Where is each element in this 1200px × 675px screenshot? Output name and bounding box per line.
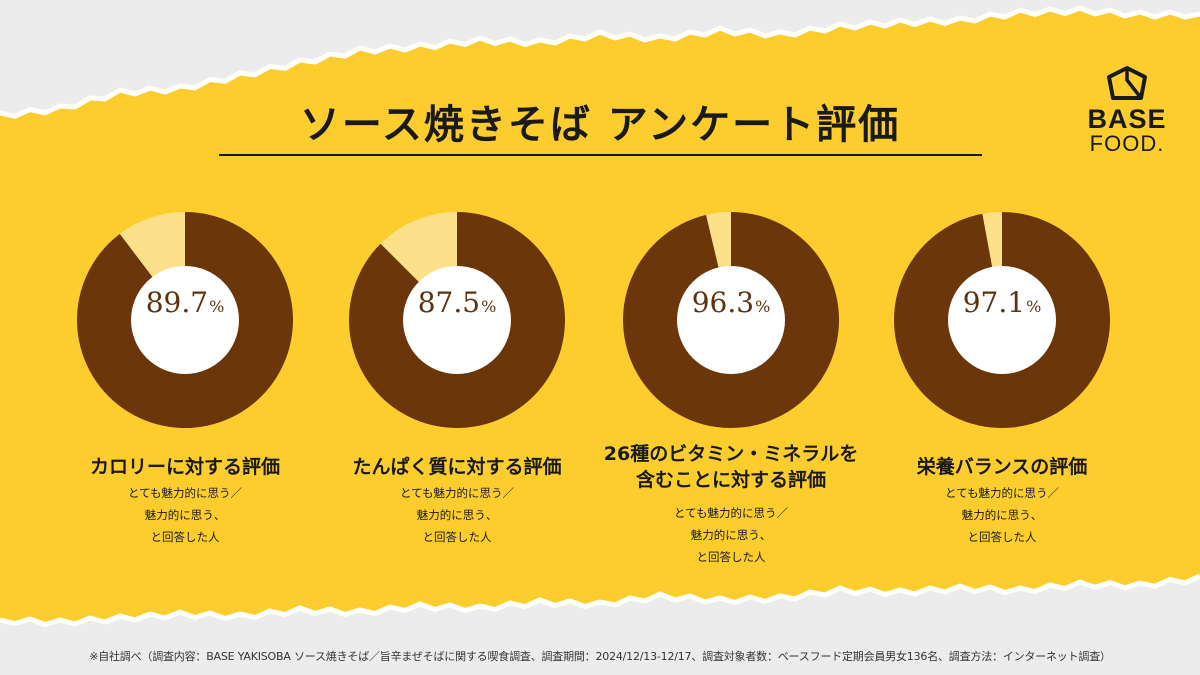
title-underline (219, 154, 982, 156)
pentagon-logo-icon (1107, 66, 1147, 100)
chart-title: 26種のビタミン・ミネラルを 含むことに対する評価 (603, 443, 859, 491)
percentage-unit: % (481, 297, 497, 316)
percentage-unit: % (209, 297, 225, 316)
chart-subtitle: とても魅力的に思う／ 魅力的に思う、 と回答した人 (399, 486, 515, 544)
percentage-number: 96.3 (691, 286, 755, 319)
donut-center (403, 266, 511, 374)
center-percentage: 97.1% (882, 286, 1122, 319)
donut-chart-1 (76, 212, 293, 428)
yellow-band (0, 8, 1200, 625)
chart-title: たんぱく質に対する評価 (352, 456, 562, 478)
brand-logo: BASE FOOD. (1082, 64, 1172, 164)
percentage-number: 87.5 (417, 286, 481, 319)
torn-edge-bottom (0, 573, 1200, 628)
chart-subtitle: とても魅力的に思う／ 魅力的に思う、 と回答した人 (127, 486, 243, 544)
chart-subtitle: とても魅力的に思う／ 魅力的に思う、 と回答した人 (944, 486, 1060, 544)
donut-center (131, 266, 239, 374)
donut-chart-4 (894, 212, 1111, 428)
donut-chart-2 (348, 212, 565, 428)
chart-title: カロリーに対する評価 (89, 456, 280, 478)
survey-footnote: ※自社調べ（調査内容：BASE YAKISOBA ソース焼きそば／旨辛まぜそばに… (89, 650, 1111, 663)
percentage-unit: % (1026, 297, 1042, 316)
center-percentage: 89.7% (65, 286, 305, 319)
brand-name-food: FOOD. (1089, 131, 1165, 156)
percentage-number: 97.1 (962, 286, 1026, 319)
donut-chart-3 (623, 212, 840, 428)
donut-center (677, 266, 785, 374)
page-title: ソース焼きそば アンケート評価 (299, 102, 901, 148)
percentage-unit: % (755, 297, 771, 316)
center-percentage: 87.5% (337, 286, 577, 319)
percentage-number: 89.7 (145, 286, 209, 319)
chart-title: 栄養バランスの評価 (916, 456, 1088, 478)
torn-edge-top (0, 5, 1200, 119)
center-percentage: 96.3% (611, 286, 851, 319)
brand-name-base: BASE (1087, 104, 1167, 134)
chart-subtitle: とても魅力的に思う／ 魅力的に思う、 と回答した人 (673, 506, 789, 564)
donut-center (948, 266, 1056, 374)
